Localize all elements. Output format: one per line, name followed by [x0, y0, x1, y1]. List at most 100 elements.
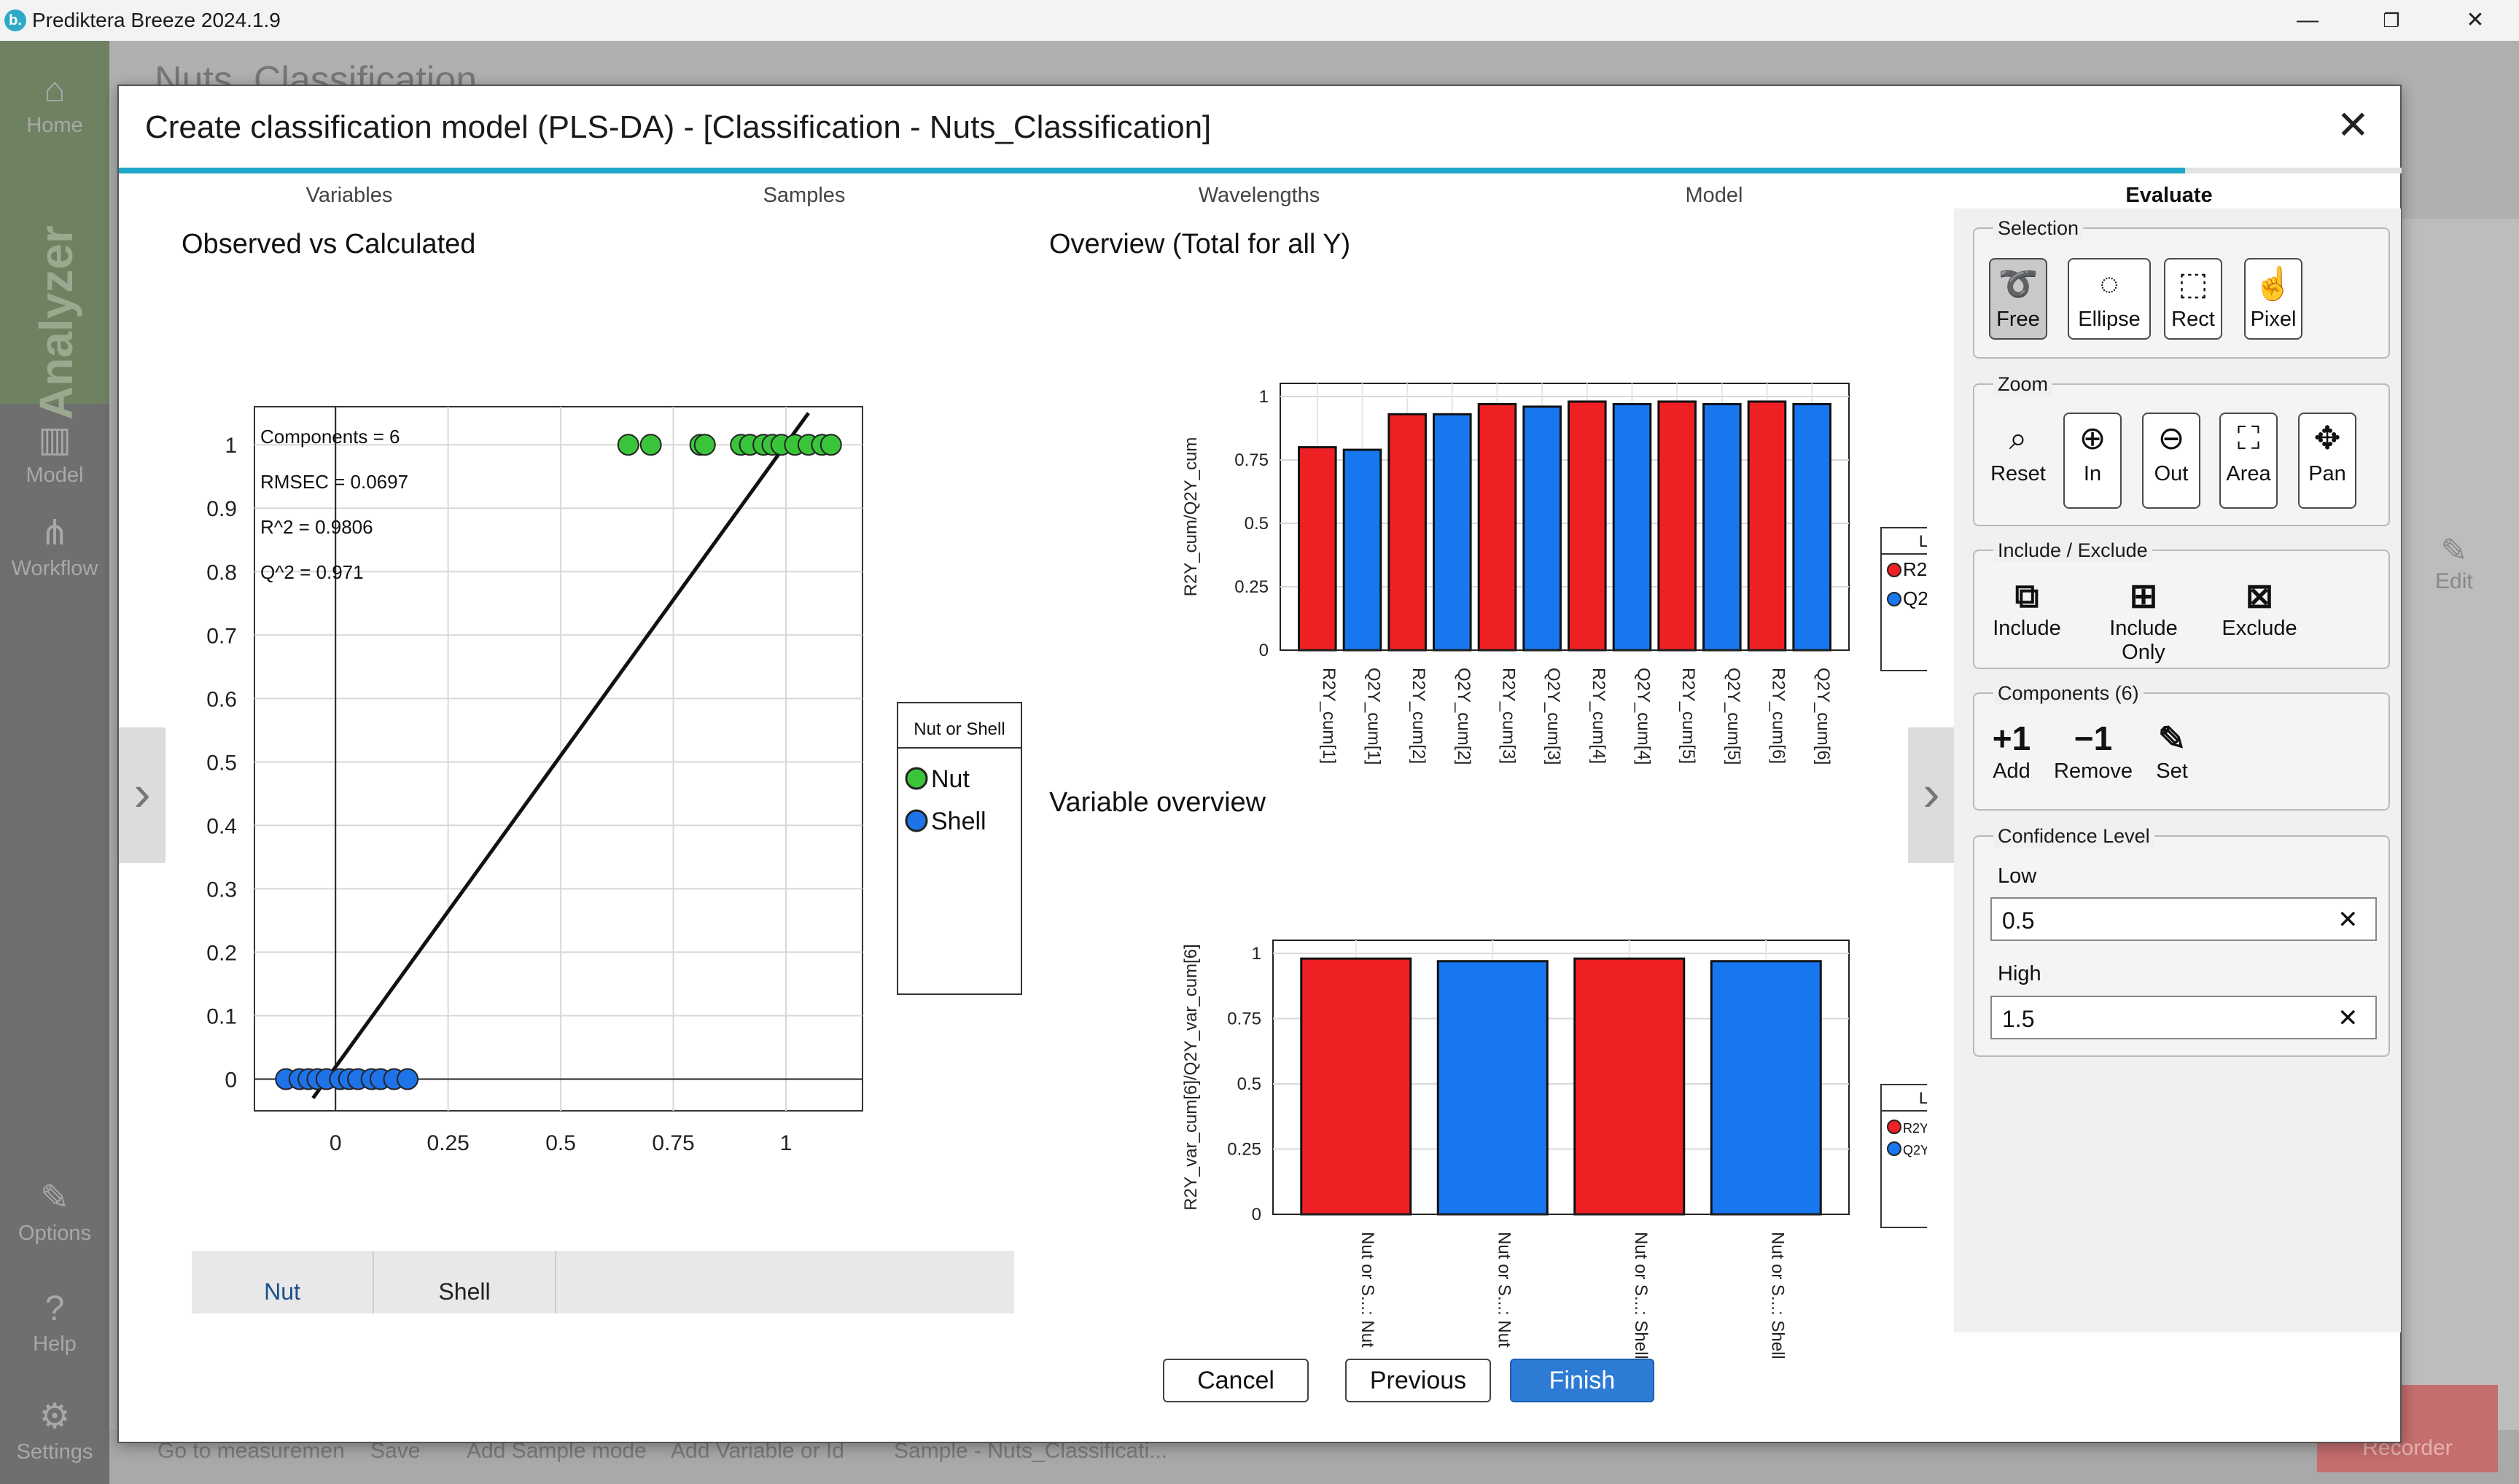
selection-group-title: Selection: [1993, 217, 2084, 240]
window-titlebar: b. Prediktera Breeze 2024.1.9 — ❐ ✕: [0, 0, 2519, 41]
step-evaluate[interactable]: Evaluate: [2125, 184, 2213, 207]
x-tick-label: 0.75: [652, 1131, 694, 1155]
pan-button[interactable]: ✥ Pan: [2298, 413, 2356, 509]
zoom-in-button[interactable]: ⊕ In: [2063, 413, 2122, 509]
fit-line: [311, 412, 810, 1100]
background-edit-button[interactable]: ✎ Edit: [2435, 533, 2473, 593]
collapse-right-chevron-icon[interactable]: ›: [1908, 727, 1955, 863]
x-category-label: Q2Y_cum[6]: [1813, 668, 1833, 765]
legend-box: [1880, 527, 1927, 671]
y-tick-label: 0.5: [1245, 514, 1269, 534]
remove-component-button[interactable]: −1 Remove: [2054, 719, 2133, 783]
bar: [1710, 960, 1822, 1216]
variable-overview-bar-chart[interactable]: 0 0.25 0.5 0.75 1 Nut or S...: Nut Nut or S...…: [1052, 831, 1927, 1385]
x-category-label: Q2Y_cum[5]: [1724, 668, 1743, 765]
class-tab-strip: Nut Shell: [192, 1251, 1014, 1313]
legend-marker-nut: [905, 767, 928, 790]
free-select-button[interactable]: ➰ Free: [1989, 258, 2047, 340]
tab-nut[interactable]: Nut: [192, 1251, 374, 1313]
overview-bar-chart[interactable]: 0 0.25 0.5 0.75 1 R2Y_cum[1] Q2Y_cum[1] R2Y_cum…: [1052, 276, 1927, 800]
cancel-button[interactable]: Cancel: [1163, 1359, 1309, 1402]
dialog-close-button[interactable]: ✕: [2336, 104, 2370, 147]
y-tick-label: 0.6: [206, 687, 237, 711]
minimize-button[interactable]: —: [2297, 8, 2319, 32]
pencil-icon: ✎: [39, 1179, 70, 1217]
y-tick-label: 0.2: [206, 941, 237, 965]
include-only-button[interactable]: ⊞ Include Only: [2085, 576, 2202, 665]
bar: [1342, 448, 1382, 652]
zoom-reset-button[interactable]: ⌕ Reset: [1990, 421, 2046, 486]
collapse-left-chevron-icon[interactable]: ›: [119, 727, 166, 863]
high-clear-icon[interactable]: ✕: [2337, 1004, 2359, 1032]
data-point-shell: [397, 1068, 419, 1090]
workflow-icon: ⋔: [39, 514, 70, 552]
x-category-label: R2Y_cum[1]: [1319, 668, 1339, 764]
chart-title-observed: Observed vs Calculated: [182, 229, 476, 259]
high-input[interactable]: 1.5: [1990, 996, 2377, 1039]
add-component-button[interactable]: +1 Add: [1992, 719, 2031, 783]
tab-shell[interactable]: Shell: [374, 1251, 556, 1313]
wizard-progress-bar: [119, 168, 2402, 173]
legend-title: Nut or Shell: [914, 719, 1005, 739]
low-clear-icon[interactable]: ✕: [2337, 906, 2359, 934]
bar: [1522, 405, 1562, 652]
y-tick-label: 0.5: [1237, 1074, 1261, 1094]
maximize-button[interactable]: ❐: [2383, 9, 2400, 31]
low-input[interactable]: 0.5: [1990, 897, 2377, 941]
step-samples[interactable]: Samples: [763, 184, 846, 207]
observed-vs-calculated-chart[interactable]: 0 0.25 0.5 0.75 1 0 0.1 0.2 0.3 0.4 0.5 0.6 0.7 0.8 0.…: [119, 276, 1059, 1238]
sidebar-analyzer-section: [0, 41, 109, 404]
bar: [1433, 413, 1472, 652]
window-close-button[interactable]: ✕: [2466, 8, 2485, 32]
sidebar-item-settings[interactable]: ⚙ Settings: [0, 1397, 109, 1464]
components-group: Components (6): [1973, 682, 2390, 811]
step-model[interactable]: Model: [1685, 184, 1743, 207]
x-category-label: Q2Y_cum[4]: [1634, 668, 1654, 765]
app-title: Prediktera Breeze 2024.1.9: [32, 9, 281, 31]
x-category-label: R2Y_cum[3]: [1499, 668, 1519, 764]
rect-select-button[interactable]: ⬚ Rect: [2164, 258, 2222, 340]
x-tick-label: 0.25: [427, 1131, 469, 1155]
y-tick-label: 1: [1259, 387, 1269, 407]
x-tick-label: 0.5: [545, 1131, 576, 1155]
zoom-out-icon: ⊖: [2157, 421, 2185, 456]
zoom-group-title: Zoom: [1993, 373, 2053, 396]
y-tick-label: 0.75: [1227, 1009, 1261, 1029]
set-component-button[interactable]: ✎ Set: [2146, 719, 2197, 784]
dialog-title: Create classification model (PLS-DA) - […: [145, 109, 1212, 145]
x-tick-label: 1: [780, 1131, 793, 1155]
exclude-button[interactable]: ⊠ Exclude: [2219, 576, 2300, 641]
lasso-icon: ➰: [1998, 266, 2039, 302]
annotation-text: RMSEC = 0.0697: [260, 471, 408, 493]
magnifier-icon: ⌕: [2009, 421, 2028, 456]
include-button[interactable]: ⧉ Include: [1990, 576, 2063, 641]
x-category-label: Q2Y_cum[3]: [1543, 668, 1563, 765]
step-wavelengths[interactable]: Wavelengths: [1198, 184, 1320, 207]
legend-label-nut: Nut: [931, 765, 970, 793]
y-tick-label: 0: [1259, 641, 1269, 660]
step-variables[interactable]: Variables: [305, 184, 393, 207]
y-tick-label: 0.25: [1234, 577, 1269, 597]
sidebar-item-model[interactable]: ▥ Model: [0, 420, 109, 488]
ellipse-select-button[interactable]: ◌ Ellipse: [2068, 258, 2151, 340]
pixel-select-button[interactable]: ☝ Pixel: [2244, 258, 2302, 340]
sidebar-item-options[interactable]: ✎ Options: [0, 1178, 109, 1246]
sidebar-item-home[interactable]: ⌂ Home: [0, 70, 109, 138]
x-category-label: R2Y_cum[5]: [1678, 668, 1698, 764]
legend-label: R2Y_var_cum: [1903, 1121, 1927, 1136]
x-category-label: Q2Y_cum[1]: [1364, 668, 1384, 765]
bar: [1436, 960, 1549, 1216]
zoom-area-button[interactable]: ⛶ Area: [2219, 413, 2278, 509]
x-category-label: Nut or S...: Nut: [1358, 1232, 1377, 1348]
annotation-text: Q^2 = 0.971: [260, 561, 364, 583]
previous-button[interactable]: Previous: [1345, 1359, 1491, 1402]
x-category-label: R2Y_cum[4]: [1589, 668, 1608, 764]
finish-button[interactable]: Finish: [1510, 1359, 1654, 1402]
y-axis-label: R2Y_var_cum[6]/Q2Y_var_cum[6]: [1181, 944, 1201, 1211]
home-icon: ⌂: [44, 71, 66, 109]
data-point-nut: [617, 434, 639, 456]
zoom-out-button[interactable]: ⊖ Out: [2142, 413, 2200, 509]
legend-title: Layers: [1919, 1089, 1927, 1107]
sidebar-item-help[interactable]: ? Help: [0, 1289, 109, 1356]
sidebar-item-workflow[interactable]: ⋔ Workflow: [0, 513, 109, 581]
